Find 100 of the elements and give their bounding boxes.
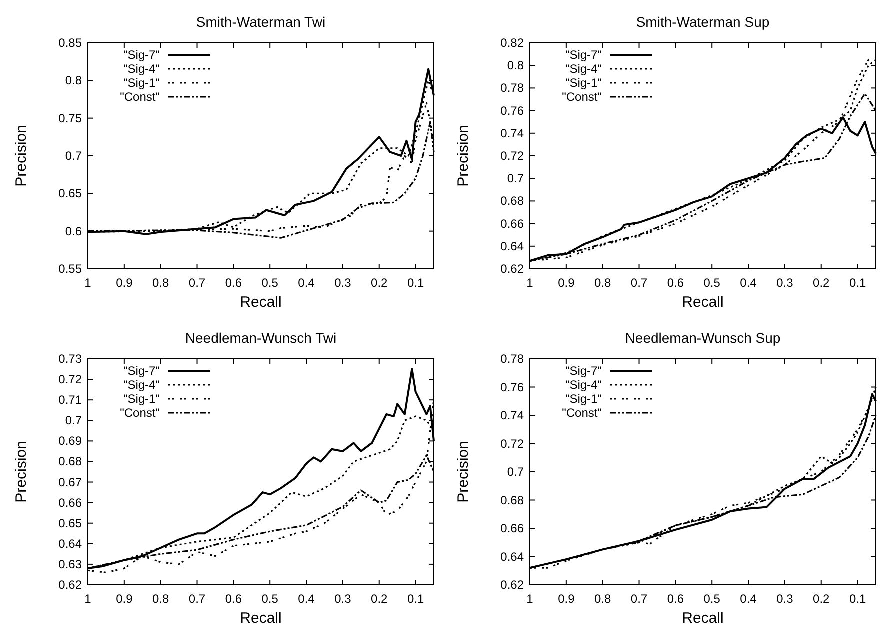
chart-title: Smith-Waterman Twi xyxy=(196,14,326,30)
y-tick-label: 0.72 xyxy=(58,372,82,387)
x-axis-title: Recall xyxy=(682,294,724,311)
x-tick-label: 0.2 xyxy=(813,276,830,290)
y-tick-label: 0.68 xyxy=(500,493,524,508)
x-tick-label: 0.6 xyxy=(225,592,242,606)
x-tick-label: 0.2 xyxy=(813,592,830,606)
x-tick-label: 0.7 xyxy=(188,592,206,606)
y-tick-label: 0.64 xyxy=(500,550,524,564)
x-tick-label: 0.5 xyxy=(262,592,279,606)
x-tick-label: 0.1 xyxy=(849,592,866,606)
x-tick-label: 0.5 xyxy=(704,592,721,606)
y-tick-label: 0.66 xyxy=(500,216,524,231)
x-tick-label: 0.6 xyxy=(667,592,684,606)
x-tick-label: 0.1 xyxy=(407,276,424,290)
x-axis-title: Recall xyxy=(240,610,282,627)
x-tick-label: 0.3 xyxy=(776,592,794,606)
y-tick-label: 0.75 xyxy=(58,111,82,126)
y-tick-label: 0.7 xyxy=(507,465,524,479)
x-tick-label: 0.7 xyxy=(630,276,648,290)
y-axis-title: Precision xyxy=(13,441,30,503)
y-tick-label: 0.69 xyxy=(58,434,82,448)
x-tick-label: 0.2 xyxy=(371,592,388,606)
x-tick-label: 0.4 xyxy=(740,276,758,290)
y-tick-label: 0.64 xyxy=(58,536,82,551)
chart-title: Needleman-Wunsch Sup xyxy=(625,330,781,346)
x-tick-label: 0.9 xyxy=(116,592,134,606)
y-tick-label: 0.62 xyxy=(500,262,524,276)
x-tick-label: 0.5 xyxy=(262,276,279,290)
x-axis-title: Recall xyxy=(240,294,282,311)
y-tick-label: 0.72 xyxy=(500,149,524,163)
y-tick-label: 0.62 xyxy=(58,578,82,592)
legend-label: "Sig-4" xyxy=(565,378,602,392)
y-tick-label: 0.76 xyxy=(500,380,524,394)
x-tick-label: 0.9 xyxy=(558,592,576,606)
legend-label: "Sig-7" xyxy=(565,48,602,62)
y-tick-label: 0.71 xyxy=(58,393,82,408)
x-tick-label: 0.1 xyxy=(849,276,866,290)
y-tick-label: 0.8 xyxy=(65,74,82,88)
legend-label: "Const" xyxy=(562,90,602,104)
y-tick-label: 0.72 xyxy=(500,436,524,451)
x-tick-label: 0.8 xyxy=(594,592,612,606)
y-tick-label: 0.82 xyxy=(500,36,524,50)
legend-label: "Sig-7" xyxy=(123,48,160,62)
legend-label: "Sig-1" xyxy=(565,392,602,406)
y-tick-label: 0.7 xyxy=(507,172,524,186)
x-tick-label: 0.7 xyxy=(630,592,648,606)
legend-label: "Sig-4" xyxy=(123,62,160,76)
legend-label: "Const" xyxy=(562,406,602,420)
y-axis-title: Precision xyxy=(455,441,472,503)
y-tick-label: 0.8 xyxy=(507,58,524,73)
x-tick-label: 0.2 xyxy=(371,276,388,290)
y-tick-label: 0.68 xyxy=(500,194,524,208)
legend-label: "Sig-1" xyxy=(123,392,160,406)
y-tick-label: 0.76 xyxy=(500,104,524,118)
y-tick-label: 0.74 xyxy=(500,126,524,140)
legend-label: "Sig-4" xyxy=(123,378,160,392)
y-tick-label: 0.78 xyxy=(500,352,524,366)
x-tick-label: 0.9 xyxy=(116,276,134,290)
x-tick-label: 0.4 xyxy=(740,592,758,606)
y-axis-title: Precision xyxy=(13,125,30,187)
y-tick-label: 0.66 xyxy=(500,522,524,536)
x-tick-label: 0.8 xyxy=(152,276,170,290)
x-tick-label: 0.1 xyxy=(407,592,424,606)
x-tick-label: 0.6 xyxy=(225,276,242,290)
y-tick-label: 0.73 xyxy=(58,352,82,366)
legend-label: "Sig-1" xyxy=(123,76,160,90)
x-tick-label: 0.9 xyxy=(558,276,576,290)
y-tick-label: 0.7 xyxy=(65,149,82,163)
y-tick-label: 0.68 xyxy=(58,454,82,469)
y-tick-label: 0.62 xyxy=(500,578,524,592)
x-tick-label: 1 xyxy=(84,276,92,290)
chart-title: Smith-Waterman Sup xyxy=(636,14,770,30)
y-tick-label: 0.66 xyxy=(58,496,82,510)
y-tick-label: 0.67 xyxy=(58,475,82,490)
x-tick-label: 0.3 xyxy=(776,276,794,290)
legend-label: "Sig-7" xyxy=(565,364,602,378)
legend-label: "Sig-7" xyxy=(123,364,160,378)
legend-label: "Sig-1" xyxy=(565,76,602,90)
x-tick-label: 0.8 xyxy=(152,592,170,606)
x-tick-label: 0.6 xyxy=(667,276,684,290)
legend-label: "Const" xyxy=(120,406,160,420)
legend-label: "Sig-4" xyxy=(565,62,602,76)
y-axis-title: Precision xyxy=(455,125,472,187)
x-tick-label: 0.5 xyxy=(704,276,721,290)
x-tick-label: 1 xyxy=(526,592,534,606)
x-tick-label: 0.4 xyxy=(298,276,316,290)
y-tick-label: 0.74 xyxy=(500,408,524,422)
x-tick-label: 0.7 xyxy=(188,276,206,290)
x-tick-label: 1 xyxy=(526,276,534,290)
y-tick-label: 0.78 xyxy=(500,81,524,96)
y-tick-label: 0.65 xyxy=(58,186,82,201)
y-tick-label: 0.63 xyxy=(58,557,82,572)
x-tick-label: 0.3 xyxy=(334,592,352,606)
chart-title: Needleman-Wunsch Twi xyxy=(185,330,337,346)
y-tick-label: 0.6 xyxy=(65,224,82,238)
y-tick-label: 0.85 xyxy=(58,36,82,50)
y-tick-label: 0.7 xyxy=(65,414,82,428)
y-tick-label: 0.65 xyxy=(58,516,82,530)
x-tick-label: 0.8 xyxy=(594,276,612,290)
